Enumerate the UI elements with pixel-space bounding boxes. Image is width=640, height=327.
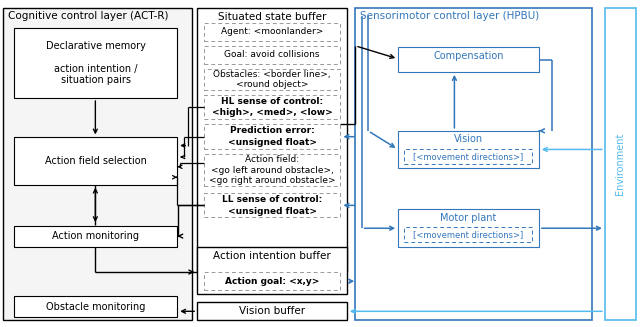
FancyBboxPatch shape [3,8,192,320]
Text: Vision: Vision [454,134,483,144]
Text: <unsigned float>: <unsigned float> [227,207,317,215]
FancyBboxPatch shape [204,154,340,186]
Text: Compensation: Compensation [433,51,504,61]
Text: Action goal: <x,y>: Action goal: <x,y> [225,277,319,285]
FancyBboxPatch shape [204,23,340,41]
FancyBboxPatch shape [204,46,340,64]
FancyBboxPatch shape [355,8,592,320]
FancyBboxPatch shape [197,302,347,320]
FancyBboxPatch shape [605,8,636,320]
FancyBboxPatch shape [398,131,539,168]
FancyBboxPatch shape [204,124,340,149]
Text: LL sense of control:: LL sense of control: [222,195,322,204]
Text: Situated state buffer: Situated state buffer [218,12,326,22]
FancyBboxPatch shape [14,226,177,247]
Text: Action field selection: Action field selection [45,156,147,166]
Text: Vision buffer: Vision buffer [239,306,305,317]
Text: Agent: <moonlander>: Agent: <moonlander> [221,27,323,36]
Text: Obstacle monitoring: Obstacle monitoring [46,301,145,312]
Text: <unsigned float>: <unsigned float> [227,138,317,147]
FancyBboxPatch shape [14,137,177,185]
FancyBboxPatch shape [204,69,340,90]
FancyBboxPatch shape [197,8,347,271]
Text: Declarative memory

action intention /
situation pairs: Declarative memory action intention / si… [45,41,146,85]
FancyBboxPatch shape [197,247,347,294]
Text: Prediction error:: Prediction error: [230,126,314,135]
FancyBboxPatch shape [14,28,177,98]
Text: HL sense of control:: HL sense of control: [221,97,323,106]
Text: Action intention buffer: Action intention buffer [213,251,331,261]
Text: [<movement directions>]: [<movement directions>] [413,230,524,239]
Text: Motor plant: Motor plant [440,213,497,223]
Text: Obstacles: <border line>,
<round object>: Obstacles: <border line>, <round object> [213,70,331,89]
Text: [<movement directions>]: [<movement directions>] [413,152,524,161]
FancyBboxPatch shape [398,47,539,72]
FancyBboxPatch shape [204,95,340,119]
Text: Sensorimotor control layer (HPBU): Sensorimotor control layer (HPBU) [360,11,540,22]
Text: Environment: Environment [615,132,625,195]
FancyBboxPatch shape [204,193,340,217]
FancyBboxPatch shape [14,296,177,317]
FancyBboxPatch shape [404,149,532,164]
Text: <high>, <med>, <low>: <high>, <med>, <low> [212,109,332,117]
Text: Action monitoring: Action monitoring [52,231,139,241]
Text: Action field:
<go left around obstacle>,
<go right around obstacle>: Action field: <go left around obstacle>,… [209,155,335,185]
Text: Goal: avoid collisions: Goal: avoid collisions [224,50,320,59]
FancyBboxPatch shape [204,272,340,290]
FancyBboxPatch shape [398,209,539,247]
Text: Cognitive control layer (ACT-R): Cognitive control layer (ACT-R) [8,11,169,22]
FancyBboxPatch shape [404,227,532,242]
